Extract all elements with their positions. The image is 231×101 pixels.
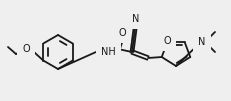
Text: O: O (163, 36, 170, 46)
Text: O: O (22, 44, 30, 54)
Text: O: O (118, 28, 125, 38)
Text: N: N (132, 14, 139, 24)
Text: NH: NH (100, 47, 115, 57)
Text: N: N (198, 37, 205, 47)
